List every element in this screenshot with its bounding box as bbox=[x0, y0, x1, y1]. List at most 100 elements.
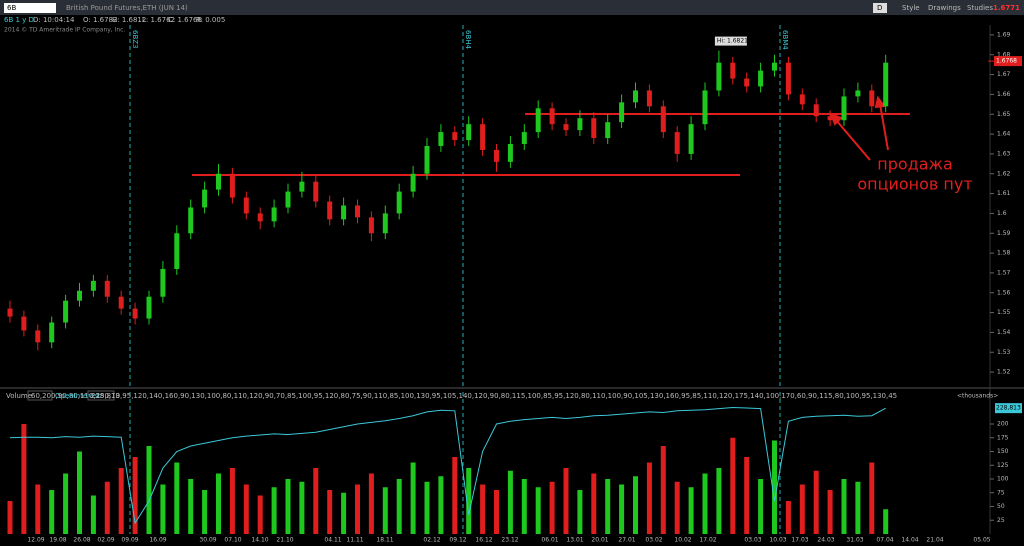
volume-bar bbox=[785, 501, 791, 534]
y-tick-label: 1.56 bbox=[997, 289, 1011, 296]
x-tick-label: 18.11 bbox=[376, 537, 393, 544]
volume-bar bbox=[869, 462, 875, 534]
candle-body bbox=[368, 217, 374, 234]
y-tick-label: 1.63 bbox=[997, 150, 1011, 157]
volume-bar bbox=[660, 446, 666, 534]
d-button[interactable] bbox=[873, 3, 887, 13]
candle-body bbox=[63, 300, 69, 323]
volume-bar bbox=[132, 457, 138, 534]
volume-bar bbox=[313, 468, 319, 534]
volume-bar bbox=[772, 440, 777, 534]
box bbox=[87, 390, 115, 401]
volume-bar bbox=[619, 484, 625, 534]
x-tick-label: 02.09 bbox=[97, 537, 114, 544]
symbol-box[interactable] bbox=[4, 3, 56, 13]
x-tick-label: 27.01 bbox=[618, 537, 635, 544]
y-tick-label: 200 bbox=[997, 421, 1009, 428]
volume-bar bbox=[327, 490, 333, 534]
y-tick-label: 1.61 bbox=[997, 190, 1011, 197]
candle-body bbox=[480, 124, 486, 150]
y-tick-label: 100 bbox=[997, 476, 1009, 483]
volume-bar bbox=[202, 490, 208, 534]
volume-bar bbox=[563, 468, 569, 534]
volume-bar bbox=[535, 487, 541, 534]
volume-bar bbox=[216, 473, 221, 534]
style-btn[interactable]: Style bbox=[902, 4, 920, 12]
x-tick-label: 19.08 bbox=[49, 537, 66, 544]
volume-bar bbox=[855, 481, 861, 534]
oi-last-label: 228,813 bbox=[996, 405, 1021, 412]
drawings-btn[interactable]: Drawings bbox=[928, 4, 961, 12]
open-interest-line bbox=[9, 406, 886, 525]
y-tick-label: 175 bbox=[997, 434, 1009, 441]
volume-bar bbox=[160, 484, 166, 534]
y-tick-label: 50 bbox=[997, 503, 1005, 510]
volume-bar bbox=[77, 451, 82, 534]
candle-body bbox=[549, 108, 555, 125]
x-tick-label: 12.09 bbox=[27, 537, 44, 544]
volume-bar bbox=[702, 473, 708, 534]
x-tick-label: 16.09 bbox=[149, 537, 166, 544]
candle-body bbox=[827, 116, 833, 121]
volume-bar bbox=[63, 473, 69, 534]
units: <thousands> bbox=[957, 393, 998, 400]
x-tick-label: 14.04 bbox=[901, 537, 918, 544]
x-tick-label: 16.12 bbox=[475, 537, 492, 544]
y-tick-label: 25 bbox=[997, 517, 1005, 524]
range: R: 0.005 bbox=[196, 16, 225, 24]
volume-bar bbox=[813, 470, 819, 534]
expiry-label: 6BM4 bbox=[781, 30, 789, 50]
candle-body bbox=[271, 207, 277, 222]
high-note: Hi: 1.6821 bbox=[717, 38, 748, 45]
x-tick-label: 17.03 bbox=[791, 537, 808, 544]
volume-bar bbox=[35, 484, 41, 534]
volume-bar bbox=[355, 484, 360, 534]
last-price-label: 1.6768 bbox=[996, 58, 1017, 65]
volume-bar bbox=[466, 468, 472, 534]
candle-body bbox=[494, 149, 499, 162]
volume-bar bbox=[21, 424, 27, 534]
candle-body bbox=[118, 296, 124, 309]
high: H: 1.6812 bbox=[112, 16, 146, 24]
x-tick-label: 23.12 bbox=[501, 537, 518, 544]
oi-label: OpenInterest bbox=[55, 392, 101, 400]
y-tick-label: 75 bbox=[997, 489, 1005, 496]
annotation: продажа bbox=[877, 155, 953, 174]
volume-bar bbox=[285, 479, 291, 534]
y-tick-label: 1.58 bbox=[997, 250, 1011, 257]
y-tick-label: 1.67 bbox=[997, 71, 1011, 78]
expiry-label: 6BZ3 bbox=[131, 30, 139, 49]
x-tick-label: 17.02 bbox=[699, 537, 716, 544]
candle-body bbox=[466, 124, 472, 141]
volume-bar bbox=[633, 476, 638, 534]
oi-box bbox=[995, 403, 1022, 414]
x-tick-label: 07.04 bbox=[876, 537, 893, 544]
x-tick-label: 21.04 bbox=[926, 537, 943, 544]
candle-body bbox=[855, 90, 861, 97]
expiry-label: 6BH4 bbox=[464, 30, 472, 50]
candle-body bbox=[132, 308, 138, 319]
box bbox=[27, 390, 53, 401]
candle-body bbox=[35, 330, 41, 343]
candle-body bbox=[869, 90, 875, 107]
candle-body bbox=[382, 213, 388, 234]
volume-bar bbox=[507, 470, 513, 534]
volume-bar bbox=[480, 484, 486, 534]
volume-bar bbox=[257, 495, 263, 534]
candle-body bbox=[21, 316, 27, 331]
candle-body bbox=[285, 191, 291, 208]
volume-bar bbox=[730, 437, 736, 534]
candle-body bbox=[49, 322, 55, 343]
y-tick-label: 1.59 bbox=[997, 230, 1011, 237]
y-tick-label: 150 bbox=[997, 448, 1009, 455]
candle-body bbox=[160, 268, 166, 297]
studies-btn[interactable]: Studies bbox=[967, 4, 993, 12]
y-tick-label: 1.53 bbox=[997, 349, 1011, 356]
candle-body bbox=[660, 106, 666, 133]
candle-body bbox=[202, 189, 208, 208]
candle-body bbox=[229, 173, 235, 198]
volume-bar bbox=[452, 457, 458, 534]
close: C: 1.6768 bbox=[168, 16, 202, 24]
y-tick-label: 1.65 bbox=[997, 111, 1011, 118]
